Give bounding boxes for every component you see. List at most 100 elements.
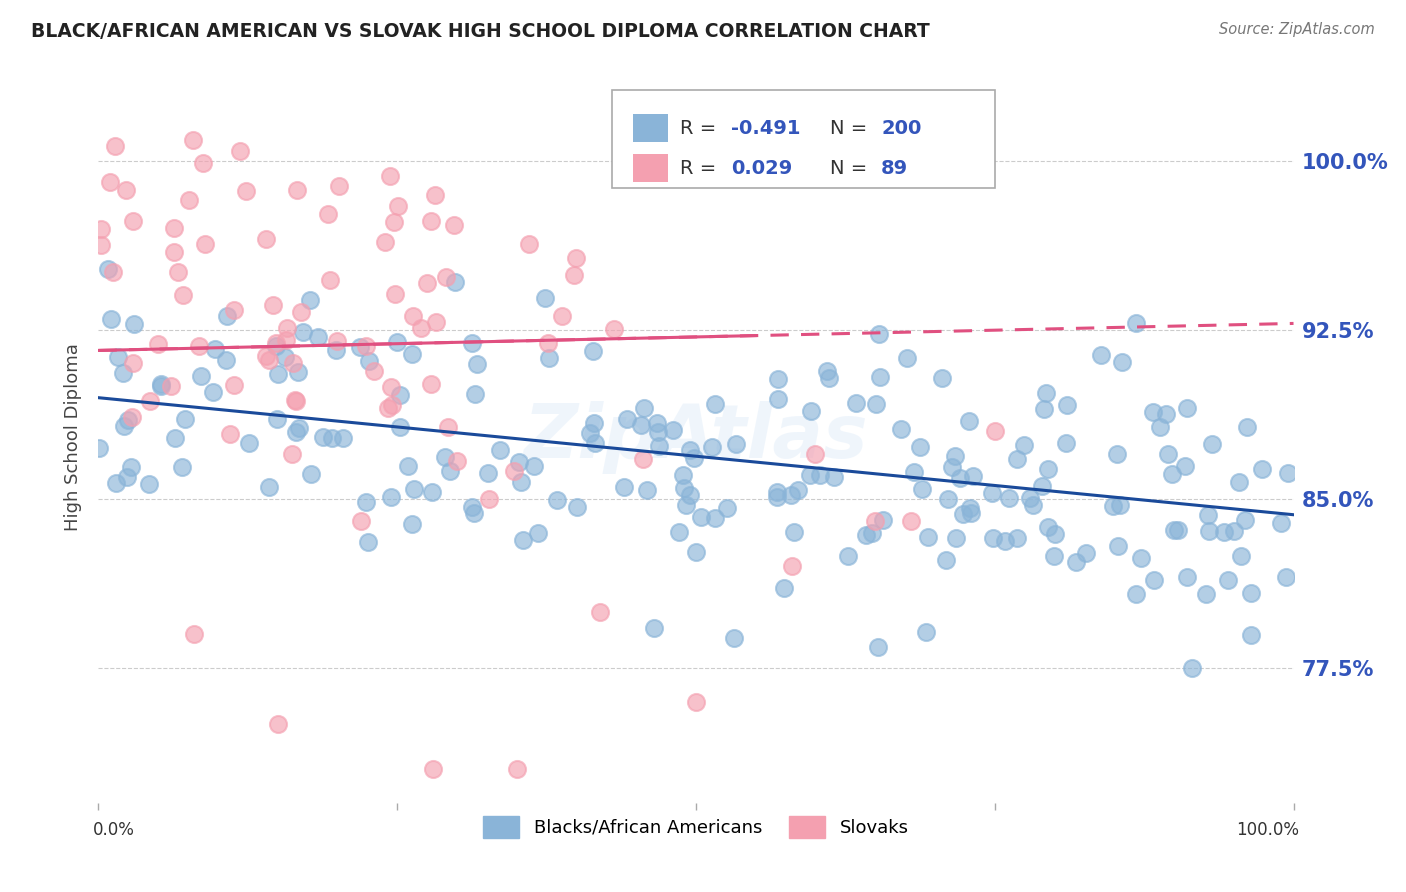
- Point: [1175, 570, 1198, 584]
- Point: [461, 500, 484, 515]
- Point: [222, 303, 245, 318]
- Point: [685, 694, 707, 708]
- Point: [959, 501, 981, 516]
- Point: [1101, 499, 1123, 513]
- Point: [148, 337, 170, 351]
- Point: [1212, 524, 1234, 539]
- Point: [808, 468, 831, 483]
- Point: [377, 401, 399, 416]
- Point: [378, 169, 401, 183]
- Point: [603, 322, 626, 336]
- Point: [170, 460, 193, 475]
- Point: [911, 482, 934, 496]
- Point: [402, 309, 425, 323]
- Point: [1270, 516, 1292, 531]
- Point: [866, 640, 889, 654]
- Point: [181, 133, 204, 147]
- Point: [630, 418, 652, 433]
- Point: [173, 412, 195, 426]
- Point: [477, 467, 499, 481]
- Point: [998, 491, 1021, 506]
- Point: [193, 155, 215, 169]
- Point: [896, 351, 918, 366]
- Point: [354, 339, 377, 353]
- Point: [267, 367, 290, 381]
- Point: [957, 414, 980, 428]
- Point: [1142, 404, 1164, 418]
- Point: [111, 366, 134, 380]
- Point: [1031, 479, 1053, 493]
- Point: [1195, 586, 1218, 600]
- Point: [121, 213, 143, 227]
- Point: [328, 179, 350, 194]
- Text: N =: N =: [830, 159, 868, 178]
- Text: 100.0%: 100.0%: [1236, 821, 1299, 839]
- Point: [434, 450, 457, 465]
- Point: [1222, 524, 1244, 539]
- Point: [384, 287, 406, 301]
- Point: [287, 365, 309, 379]
- Point: [685, 544, 707, 558]
- Point: [149, 378, 172, 392]
- Point: [523, 459, 546, 474]
- Point: [254, 232, 277, 246]
- Text: 0.029: 0.029: [731, 159, 792, 178]
- Point: [860, 526, 883, 541]
- Point: [401, 347, 423, 361]
- Point: [633, 452, 655, 467]
- Point: [1043, 549, 1066, 564]
- Point: [1107, 447, 1129, 461]
- Point: [1035, 386, 1057, 401]
- Text: R =: R =: [681, 119, 723, 137]
- Point: [1111, 355, 1133, 369]
- Point: [1234, 513, 1257, 527]
- Point: [1036, 461, 1059, 475]
- Point: [908, 440, 931, 454]
- Point: [276, 333, 298, 347]
- Point: [675, 498, 697, 512]
- Point: [291, 325, 314, 339]
- Point: [782, 524, 804, 539]
- Text: -0.491: -0.491: [731, 119, 800, 137]
- Point: [284, 393, 307, 408]
- Point: [1160, 467, 1182, 482]
- Point: [404, 482, 426, 496]
- Point: [238, 435, 260, 450]
- Point: [389, 387, 412, 401]
- Point: [1175, 401, 1198, 415]
- Point: [546, 492, 568, 507]
- Point: [1125, 316, 1147, 330]
- Point: [350, 515, 373, 529]
- Point: [668, 525, 690, 540]
- Point: [120, 459, 142, 474]
- Point: [1090, 347, 1112, 361]
- Point: [502, 464, 524, 478]
- Point: [1240, 585, 1263, 599]
- Point: [177, 193, 200, 207]
- Point: [318, 273, 340, 287]
- Point: [420, 214, 443, 228]
- Point: [647, 425, 669, 439]
- Point: [1197, 508, 1219, 523]
- Point: [97, 262, 120, 277]
- Point: [648, 439, 671, 453]
- Point: [259, 353, 281, 368]
- Point: [285, 183, 308, 197]
- Point: [579, 425, 602, 440]
- Point: [1198, 524, 1220, 539]
- Point: [139, 393, 162, 408]
- Point: [672, 481, 695, 495]
- Point: [1014, 438, 1036, 452]
- Point: [952, 507, 974, 521]
- Point: [222, 377, 245, 392]
- Point: [616, 412, 638, 426]
- Point: [316, 206, 339, 220]
- Point: [90, 222, 112, 236]
- Point: [804, 447, 827, 461]
- Legend: Blacks/African Americans, Slovaks: Blacks/African Americans, Slovaks: [477, 808, 915, 845]
- Point: [380, 491, 402, 505]
- Point: [1143, 574, 1166, 588]
- Point: [508, 455, 530, 469]
- Point: [962, 469, 984, 483]
- Point: [420, 376, 443, 391]
